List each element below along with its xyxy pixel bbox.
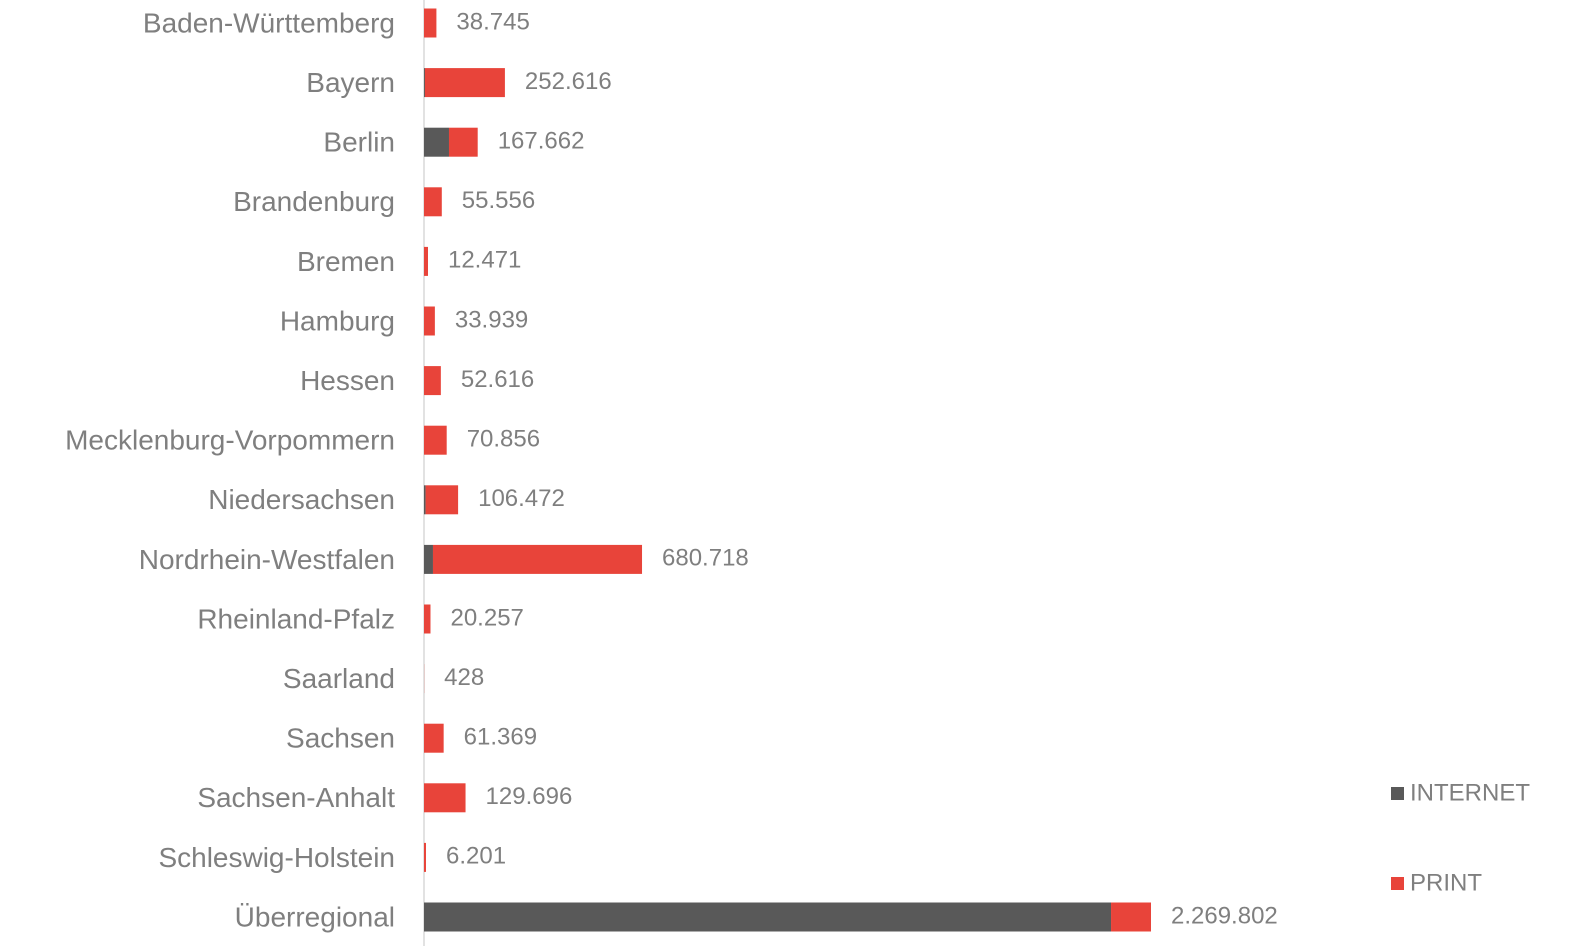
bar-segment <box>424 127 449 157</box>
total-label: 428 <box>444 664 484 691</box>
bar-segment <box>424 723 444 753</box>
category-label: Brandenburg <box>233 186 395 217</box>
category-label: Saarland <box>283 663 395 694</box>
bar-segment <box>424 425 447 455</box>
category-label: Sachsen <box>286 723 395 754</box>
category-label: Baden-Württemberg <box>143 7 395 38</box>
bar-segment <box>424 485 426 515</box>
category-label: Überregional <box>235 901 395 932</box>
total-label: 6.201 <box>446 843 506 870</box>
total-label: 680.718 <box>662 545 749 572</box>
legend-label: INTERNET <box>1410 779 1530 806</box>
category-label: Bayern <box>306 67 395 98</box>
category-label: Rheinland-Pfalz <box>197 603 395 634</box>
total-label: 61.369 <box>464 724 537 751</box>
category-label: Berlin <box>323 127 395 158</box>
category-label: Niedersachsen <box>208 484 395 515</box>
legend-swatch <box>1391 877 1404 890</box>
bar-segment <box>424 783 466 813</box>
total-label: 12.471 <box>448 247 521 274</box>
category-label: Schleswig-Holstein <box>158 842 395 873</box>
bar-segment <box>448 127 478 157</box>
total-label: 106.472 <box>478 485 565 512</box>
bar-segment <box>424 68 505 98</box>
total-label: 70.856 <box>467 426 540 453</box>
total-label: 33.939 <box>455 306 528 333</box>
legend-swatch <box>1391 787 1404 800</box>
total-label: 129.696 <box>486 783 573 810</box>
bar-segment <box>424 842 426 872</box>
category-label: Hessen <box>300 365 395 396</box>
bar-segment <box>424 246 428 276</box>
bar-segment <box>424 544 433 574</box>
bar-segment <box>424 902 1112 932</box>
total-label: 2.269.802 <box>1171 902 1278 929</box>
bar-segment <box>424 68 425 98</box>
bar-segment <box>424 187 442 217</box>
bar-segment <box>432 544 643 574</box>
bar-segment <box>424 306 435 336</box>
bar-segment <box>425 485 459 515</box>
total-label: 20.257 <box>450 604 523 631</box>
category-label: Nordrhein-Westfalen <box>139 544 395 575</box>
category-label: Bremen <box>297 246 395 277</box>
category-label: Mecklenburg-Vorpommern <box>65 425 395 456</box>
bar-segment <box>424 366 441 396</box>
total-label: 167.662 <box>498 128 585 155</box>
category-label: Hamburg <box>280 305 395 336</box>
bar-segment <box>424 8 437 38</box>
total-label: 55.556 <box>462 187 535 214</box>
total-label: 38.745 <box>456 8 529 35</box>
total-label: 252.616 <box>525 68 612 95</box>
bar-segment <box>424 604 431 634</box>
total-label: 52.616 <box>461 366 534 393</box>
bar-segment <box>1111 902 1151 932</box>
legend-label: PRINT <box>1410 869 1482 896</box>
category-label: Sachsen-Anhalt <box>197 782 395 813</box>
